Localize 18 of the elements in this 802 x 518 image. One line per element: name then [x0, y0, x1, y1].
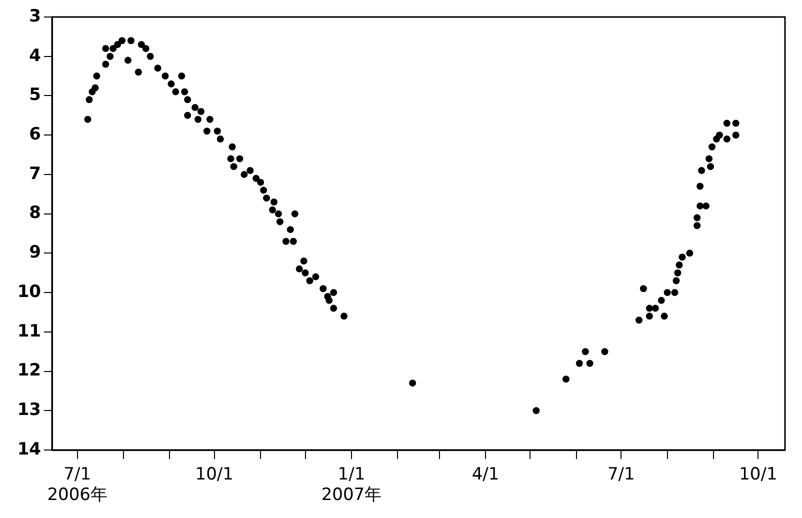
y-tick-label: 8: [29, 203, 41, 224]
y-tick-label: 12: [17, 360, 41, 381]
y-tick-label: 5: [29, 85, 41, 106]
x-tick-label: 7/1: [607, 464, 635, 485]
x-tick-label: 1/1 2007年: [321, 464, 382, 506]
y-tick-label: 4: [29, 46, 42, 66]
y-tick-label: 14: [17, 439, 42, 460]
y-tick-label: 7: [29, 164, 41, 184]
x-tick-label: 10/1: [739, 464, 778, 485]
x-tick-label: 7/1 2006年: [47, 464, 108, 506]
x-tick-label: 4/1: [472, 464, 500, 485]
y-tick-label: 3: [29, 6, 41, 26]
y-tick-label: 10: [17, 282, 42, 302]
y-tick-label: 11: [17, 321, 41, 342]
x-tick-label: 10/1: [195, 464, 234, 485]
y-tick-label: 6: [29, 124, 41, 145]
y-tick-label: 13: [17, 400, 41, 420]
y-tick-label: 9: [29, 242, 41, 263]
